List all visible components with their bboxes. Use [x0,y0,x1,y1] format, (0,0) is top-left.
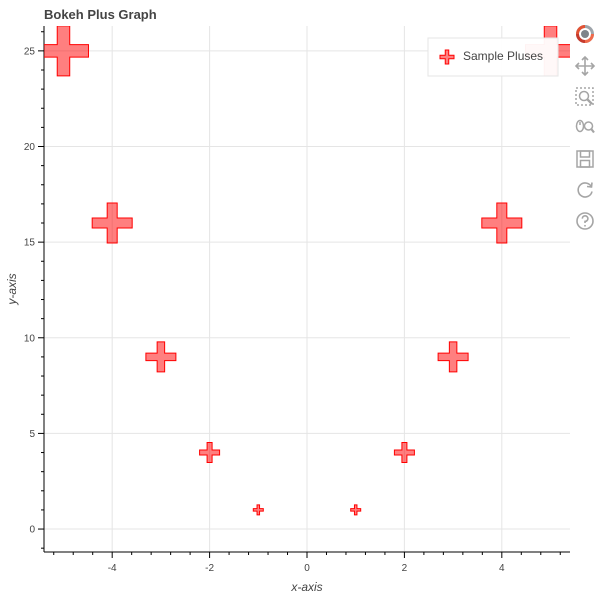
plus-point[interactable] [145,341,177,373]
plus-point[interactable] [393,442,415,464]
legend-glyph [439,49,455,65]
plus-point[interactable] [38,26,89,77]
chart-title: Bokeh Plus Graph [44,7,157,22]
plus-point[interactable] [350,504,362,516]
save-icon[interactable] [573,147,597,171]
x-tick-label: 4 [499,563,505,574]
box-zoom-icon[interactable] [573,85,597,109]
legend: Sample Pluses [427,37,559,77]
bokeh-logo-icon[interactable] [573,22,597,46]
legend-box [427,37,559,77]
x-tick-label: -2 [205,563,214,574]
plus-point[interactable] [481,202,523,244]
y-tick-label: 5 [29,429,35,440]
x-axis-title: x-axis [290,580,322,594]
x-tick-label: 2 [402,563,408,574]
y-tick-label: 20 [24,142,36,153]
y-tick-label: 10 [24,333,36,344]
y-tick-label: 15 [24,238,36,249]
help-icon[interactable] [573,209,597,233]
wheel-zoom-icon[interactable] [573,116,597,140]
plus-point[interactable] [91,202,133,244]
plus-point[interactable] [199,442,221,464]
axes: -4 -2 0 2 4 0 5 10 15 20 25 [24,26,570,574]
legend-plus-marker[interactable] [439,49,455,65]
pan-icon[interactable] [573,54,597,78]
x-tick-label: 0 [304,563,310,574]
plus-point[interactable] [437,341,469,373]
y-axis-title: y-axis [5,273,19,305]
x-tick-label: -4 [108,563,117,574]
y-tick-label: 25 [24,46,36,57]
legend-label: Sample Pluses [463,49,543,63]
grid [44,26,570,552]
reset-icon[interactable] [573,178,597,202]
y-tick-label: 0 [29,525,35,536]
plus-point[interactable] [252,504,264,516]
